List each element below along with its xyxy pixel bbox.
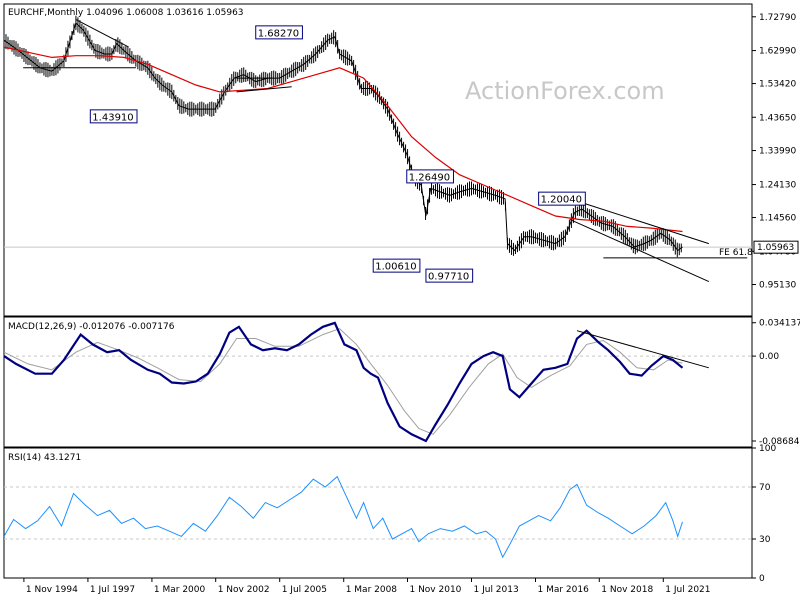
fe-level-label: FE 61.8 <box>719 248 753 258</box>
price-tick-label: 1.24130 <box>759 181 796 191</box>
price-annotation-box <box>372 258 421 273</box>
price-annotation-label: 0.97710 <box>428 272 469 283</box>
time-tick-label: 1 Nov 2002 <box>218 585 270 595</box>
macd-header: MACD(12,26,9) -0.012076 -0.007176 <box>8 322 175 332</box>
price-annotation-box <box>406 169 454 184</box>
current-price-label: 1.05963 <box>757 243 794 253</box>
rsi-axis: 100 70 30 0 <box>752 444 776 584</box>
time-tick-label: 1 Mar 2016 <box>538 585 590 595</box>
price-tick-label: 1.33990 <box>759 147 796 157</box>
macd-clip-group <box>4 321 752 443</box>
time-tick-label: 1 Jul 2021 <box>665 585 710 595</box>
price-tick-label: 1.14560 <box>759 214 796 224</box>
price-annotation-box <box>425 268 474 283</box>
rsi-layer <box>4 475 752 559</box>
macd-tick-label: 0.034137 <box>759 319 800 329</box>
rsi-line <box>4 475 683 559</box>
macd-signal-line <box>4 328 683 435</box>
macd-axis: 0.034137 0.00 -0.086849 <box>752 319 800 447</box>
rsi-tick-label: 30 <box>759 535 771 545</box>
macd-pane-frame <box>3 316 753 448</box>
price-clip-group <box>4 15 752 282</box>
price-annotation-label: 1.43910 <box>92 112 133 123</box>
time-tick-label: 1 Jul 1997 <box>90 585 135 595</box>
macd-tick-label: 0.00 <box>759 352 779 362</box>
time-tick-label: 1 Nov 2010 <box>409 585 461 595</box>
time-tick-label: 1 Jul 2005 <box>282 585 327 595</box>
price-tick-label: 0.95130 <box>759 281 796 291</box>
price-tick-label: 1.72790 <box>759 13 796 23</box>
price-annotation-label: 1.20040 <box>541 195 582 206</box>
rsi-tick-label: 100 <box>759 444 776 454</box>
trendline <box>75 19 129 48</box>
price-annotation-label: 1.00610 <box>375 262 416 273</box>
price-layer: FE 61.8 <box>4 15 753 282</box>
price-annotation-label: 1.68270 <box>258 28 299 39</box>
price-tick-label: 1.62990 <box>759 47 796 57</box>
time-tick-label: 1 Nov 1994 <box>26 585 78 595</box>
price-tick-label: 1.43650 <box>759 113 796 123</box>
time-tick-label: 1 Mar 2008 <box>346 585 398 595</box>
trendline <box>569 219 710 282</box>
symbol-header: EURCHF,Monthly 1.04096 1.06008 1.03616 1… <box>8 8 244 18</box>
trendline <box>236 86 292 93</box>
trendline <box>569 198 709 245</box>
watermark-text: ActionForex.com <box>465 77 665 105</box>
rsi-clip-group <box>4 475 752 559</box>
time-tick-label: 1 Mar 2000 <box>154 585 206 595</box>
rsi-pane-frame <box>3 447 753 579</box>
price-annotation-box <box>89 109 138 124</box>
price-annotation-box <box>255 25 303 40</box>
rsi-header: RSI(14) 43.1271 <box>8 453 81 463</box>
price-line <box>4 22 683 252</box>
time-axis: 1 Nov 1994 1 Jul 1997 1 Mar 2000 1 Nov 2002… <box>23 578 711 595</box>
macd-layer <box>4 321 752 443</box>
price-tick-label: 1.53420 <box>759 80 796 90</box>
rsi-tick-label: 0 <box>759 574 765 584</box>
current-price-box <box>753 240 799 254</box>
price-pane-frame <box>3 3 753 317</box>
macd-line <box>4 321 684 443</box>
time-tick-label: 1 Nov 2018 <box>601 585 653 595</box>
moving-average-line <box>4 46 683 233</box>
rsi-tick-label: 70 <box>759 483 771 493</box>
annotation-layer: 1.68270 1.43910 1.26490 1.00610 0.97710 1.200… <box>89 25 799 283</box>
price-annotation-box <box>538 191 586 206</box>
price-annotation-label: 1.26490 <box>409 172 450 183</box>
time-tick-label: 1 Jul 2013 <box>474 585 519 595</box>
macd-tick-label: -0.086849 <box>759 437 800 447</box>
macd-trendline <box>576 330 709 369</box>
